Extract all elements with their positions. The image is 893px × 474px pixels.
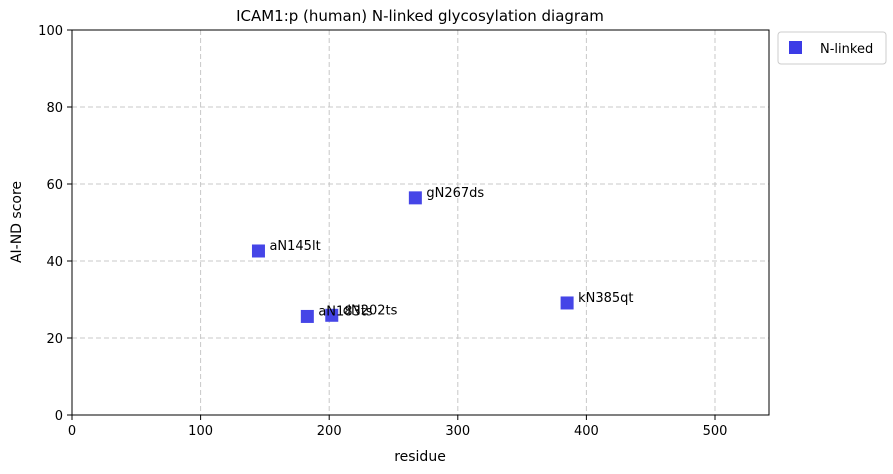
data-point bbox=[300, 309, 314, 323]
x-tick-label: 0 bbox=[68, 424, 76, 439]
legend: N-linked bbox=[777, 31, 887, 65]
y-tick-label: 80 bbox=[46, 101, 63, 116]
x-tick-label: 100 bbox=[188, 424, 213, 439]
x-tick-label: 200 bbox=[317, 424, 342, 439]
data-points bbox=[251, 191, 574, 323]
legend-frame bbox=[777, 31, 887, 65]
x-tick-label: 500 bbox=[703, 424, 728, 439]
data-point-label: aN183ts bbox=[318, 304, 373, 319]
data-point-label: aN145lt bbox=[269, 239, 320, 254]
y-axis-title: AI-ND score bbox=[9, 181, 25, 263]
legend-marker-n-linked bbox=[789, 41, 802, 54]
x-tick-label: 400 bbox=[574, 424, 599, 439]
chart-title: ICAM1:p (human) N-linked glycosylation d… bbox=[236, 7, 604, 25]
y-tick-label: 0 bbox=[55, 409, 63, 424]
y-tick-label: 60 bbox=[46, 178, 63, 193]
plot-area-frame bbox=[71, 29, 770, 416]
data-point-label: gN267ds bbox=[426, 186, 484, 201]
data-point bbox=[560, 296, 574, 310]
y-tick-label: 20 bbox=[46, 332, 63, 347]
axis-ticks: 0 100 200 300 400 500 0 20 40 60 80 100 bbox=[38, 24, 727, 439]
x-tick-label: 300 bbox=[445, 424, 470, 439]
legend-label-n-linked: N-linked bbox=[820, 42, 873, 57]
data-point-label: kN385qt bbox=[578, 291, 633, 306]
data-point bbox=[325, 308, 339, 322]
y-tick-label: 40 bbox=[46, 255, 63, 270]
x-axis-title: residue bbox=[394, 449, 446, 465]
y-tick-label: 100 bbox=[38, 24, 63, 39]
data-point bbox=[251, 244, 265, 258]
grid bbox=[72, 30, 769, 415]
data-point bbox=[408, 191, 422, 205]
data-point-label: dN202ts bbox=[343, 303, 398, 318]
